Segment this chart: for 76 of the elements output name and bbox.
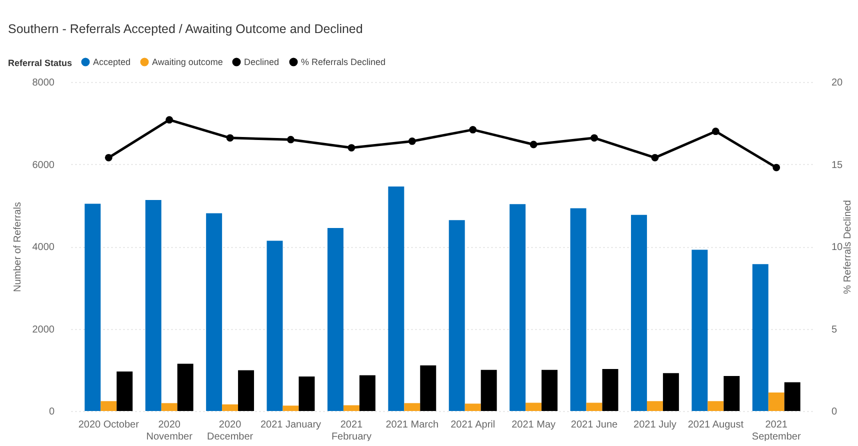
bar: [298, 376, 315, 411]
y-axis-title: Number of Referrals: [12, 202, 24, 292]
bar: [724, 376, 740, 411]
x-tick-label: 2021 June: [570, 420, 618, 430]
x-tick-label: 2020 October: [78, 420, 140, 430]
y2-tick-label: 15: [832, 160, 844, 171]
point: [469, 126, 477, 134]
x-tick-label: 2020 November: [146, 420, 194, 442]
y-tick-label: 8000: [32, 78, 55, 88]
bar: [768, 392, 784, 411]
y-tick-label: 6000: [32, 160, 55, 171]
x-tick-label: 2021 July: [634, 420, 676, 430]
bar: [630, 214, 647, 411]
x-tick-label: 2021 April: [450, 420, 496, 430]
y2-tick-label: 5: [832, 324, 838, 336]
y-tick-label: 4000: [32, 242, 55, 253]
point: [712, 128, 720, 136]
bar: [161, 403, 178, 411]
bar: [327, 228, 344, 411]
bar: [343, 405, 360, 411]
y2-tick-label: 20: [832, 78, 844, 88]
y2-tick-label: 0: [832, 406, 838, 418]
legend-label: Declined: [244, 56, 280, 67]
chart-title: Southern - Referrals Accepted / Awaiting Outcome and Declined: [8, 22, 363, 36]
y2-axis-title: % Referrals Declined: [842, 200, 854, 294]
bar: [266, 240, 283, 411]
bar: [692, 250, 708, 411]
point: [166, 116, 174, 124]
bar: [526, 402, 542, 411]
point: [226, 134, 234, 142]
x-tick-label: 2021 August: [688, 420, 744, 430]
point: [530, 140, 538, 148]
bar: [480, 370, 497, 411]
bar: [464, 404, 481, 411]
bar: [177, 364, 194, 411]
bar: [116, 372, 133, 411]
bar: [145, 200, 162, 411]
bar: [646, 401, 663, 411]
point: [408, 138, 416, 145]
x-tick-label: 2021 March: [386, 420, 439, 430]
legend-label: Accepted: [93, 56, 131, 67]
bar: [420, 365, 436, 411]
x-tick-label: 2021 January: [260, 420, 322, 430]
x-tick-label: 2021 May: [512, 420, 556, 430]
bar: [388, 186, 404, 411]
point: [651, 154, 659, 162]
bar: [222, 404, 238, 411]
point: [104, 154, 112, 162]
bar: [784, 382, 800, 411]
bar: [602, 369, 618, 411]
bar: [282, 406, 299, 411]
point: [287, 136, 294, 144]
bar: [662, 373, 679, 411]
bar: [238, 370, 254, 411]
point: [772, 164, 780, 172]
bar: [570, 208, 586, 411]
x-tick-label: 2020 December: [206, 420, 254, 442]
bar: [404, 403, 420, 411]
legend-label: % Referrals Declined: [301, 56, 386, 67]
legend-title: Referral Status: [8, 58, 72, 68]
bar: [586, 402, 602, 411]
bar: [542, 370, 558, 411]
bar: [359, 375, 376, 411]
legend-label: Awaiting outcome: [152, 56, 223, 67]
point: [348, 144, 356, 152]
bar: [510, 204, 526, 411]
y-tick-label: 0: [48, 406, 55, 418]
y2-tick-label: 10: [832, 242, 844, 253]
bar: [84, 204, 101, 411]
bar: [206, 213, 222, 411]
bar: [752, 264, 768, 411]
bar: [100, 401, 117, 411]
point: [590, 134, 598, 142]
bar: [448, 220, 465, 411]
bar: [708, 401, 724, 411]
y-tick-label: 2000: [32, 324, 55, 336]
